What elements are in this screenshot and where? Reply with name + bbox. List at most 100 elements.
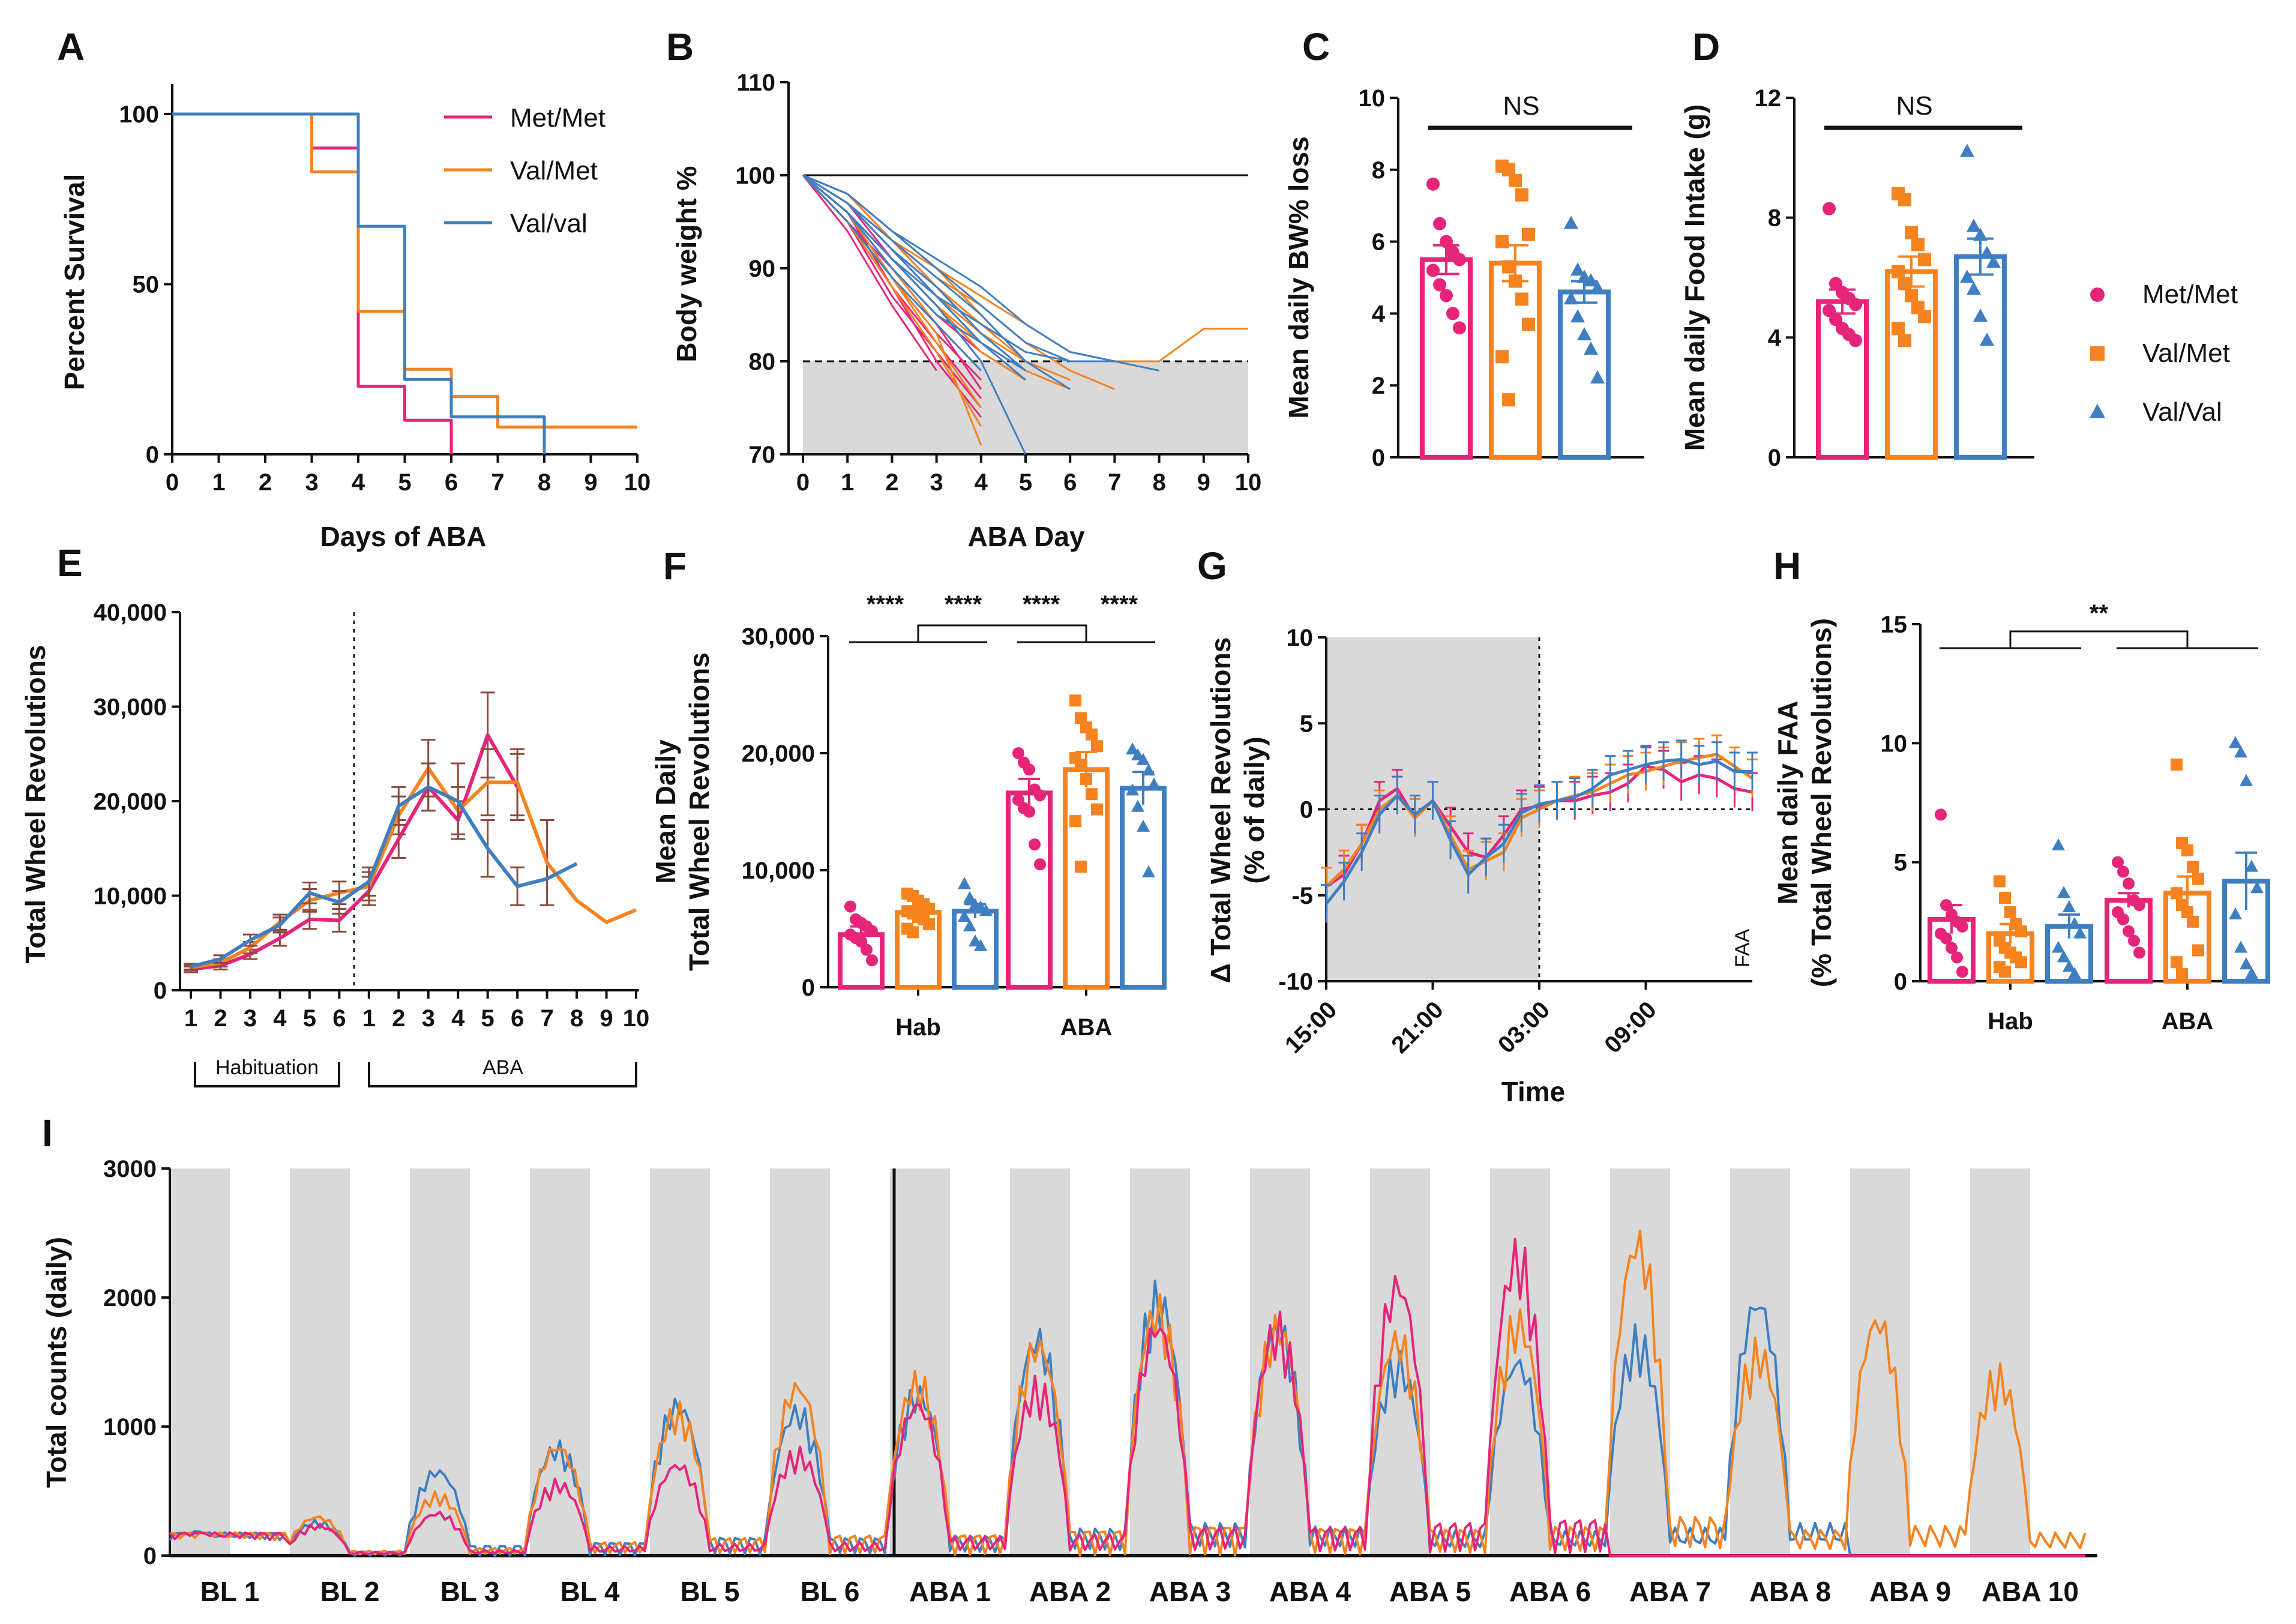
panel-c-bar-valval bbox=[1558, 289, 1611, 460]
panel-i-day-label: BL 3 bbox=[440, 1576, 500, 1607]
panel-h-data-point-valmet bbox=[2192, 873, 2204, 885]
panel-a-survival-line-valval bbox=[172, 112, 546, 454]
panel-f-data-point-valval bbox=[979, 904, 993, 916]
panel-d-data-point-valval bbox=[1973, 227, 1988, 241]
panel-i-y-tick-label: 3000 bbox=[103, 1156, 157, 1182]
panel-h-data-point-met bbox=[1935, 808, 1947, 821]
panel-b-x-tick-label: 0 bbox=[796, 469, 810, 496]
panel-i-day-label: ABA 1 bbox=[909, 1576, 991, 1607]
panel-f-data-point-valval bbox=[963, 891, 976, 903]
panel-d-y-tick-label: 12 bbox=[1755, 85, 1782, 112]
panel-f-y-tick-label: 20,000 bbox=[742, 741, 815, 767]
panel-e-y-tick-label: 0 bbox=[154, 978, 167, 1004]
panel-b-y-tick-label: 100 bbox=[735, 163, 775, 189]
panel-g-faa-label: FAA bbox=[1731, 928, 1754, 967]
panel-b-y-tick-label: 110 bbox=[736, 70, 775, 96]
panel-h-data-point-valmet bbox=[2181, 844, 2193, 856]
panel-c-y-tick-label: 0 bbox=[1372, 445, 1385, 471]
panel-f-group-label: ABA bbox=[1060, 1014, 1113, 1041]
panel-c-data-point-met bbox=[1440, 289, 1453, 302]
panel-b-x-tick-label: 2 bbox=[885, 469, 898, 496]
panel-h-data-point-valmet bbox=[2187, 861, 2199, 873]
panel-f-data-point-valval bbox=[1137, 819, 1150, 832]
panel-i-dark-phase-shading bbox=[1970, 1168, 2030, 1556]
panel-g-y-tick-label: -10 bbox=[1278, 969, 1313, 995]
panel-d-data-point-valmet bbox=[1905, 226, 1918, 239]
panel-f-data-point-met bbox=[1023, 805, 1035, 818]
panel-g-y-tick-label: 5 bbox=[1300, 711, 1313, 737]
panel-d-data-point-valval bbox=[1959, 143, 1975, 157]
panel-f-data-point-valmet bbox=[1069, 815, 1081, 828]
panel-f-data-point-met bbox=[844, 900, 856, 913]
panel-h-data-point-valval bbox=[2229, 736, 2242, 748]
panel-c-data-point-valmet bbox=[1509, 274, 1522, 288]
panel-c-data-point-met bbox=[1440, 235, 1453, 248]
panel-i-day-label: BL 4 bbox=[560, 1576, 620, 1607]
panel-f-data-point-valmet bbox=[1075, 759, 1087, 771]
panel-i-day-label: ABA 4 bbox=[1269, 1576, 1351, 1607]
panel-f-data-point-valval bbox=[963, 919, 976, 931]
panel-f-significance-stars: **** bbox=[1023, 591, 1060, 618]
panel-h-data-point-valval bbox=[2250, 881, 2264, 894]
panel-h-data-point-valmet bbox=[2171, 759, 2183, 771]
panel-a-legend-label: Val/val bbox=[510, 209, 588, 238]
panel-b-y-tick-label: 80 bbox=[749, 349, 776, 375]
panel-g-y-label-line1: Δ Total Wheel Revolutions bbox=[1205, 637, 1236, 984]
panel-b-x-tick-label: 1 bbox=[841, 469, 854, 496]
panel-c-data-point-valmet bbox=[1522, 227, 1535, 241]
panel-f-significance-stars: **** bbox=[1101, 591, 1138, 618]
panel-c-data-point-valval bbox=[1570, 309, 1585, 323]
panel-d-bar-valval bbox=[1954, 254, 2007, 460]
panel-i-day-label: ABA 8 bbox=[1749, 1576, 1831, 1607]
panel-h-data-point-valmet bbox=[1999, 892, 2011, 904]
panel-f-data-point-met bbox=[866, 925, 878, 937]
panel-f-data-point-valmet bbox=[1091, 740, 1103, 753]
panel-h-group-label: ABA bbox=[2162, 1008, 2214, 1035]
panel-h-data-point-met bbox=[2123, 877, 2135, 890]
panel-a-x-tick-label: 2 bbox=[259, 469, 272, 496]
panel-f-data-point-met bbox=[1023, 763, 1035, 776]
panel-f-data-point-valval bbox=[1126, 742, 1139, 755]
panel-h-data-point-valmet bbox=[2176, 968, 2188, 981]
panel-a-legend-label: Val/Met bbox=[510, 156, 598, 185]
panel-h-data-point-valmet bbox=[2187, 915, 2199, 928]
panel-h-data-point-met bbox=[1956, 966, 1968, 978]
panel-e-x-tick-label: 3 bbox=[422, 1005, 435, 1032]
panel-h-group-label: Hab bbox=[1988, 1008, 2033, 1035]
panel-b-x-tick-label: 5 bbox=[1019, 469, 1032, 496]
panel-d-y-tick-label: 8 bbox=[1768, 205, 1781, 232]
panel-h-y-tick-label: 5 bbox=[1894, 850, 1907, 876]
panel-f-data-point-valmet bbox=[907, 926, 919, 939]
panel-e-x-tick-label: 7 bbox=[540, 1005, 553, 1032]
panel-h-data-point-valval bbox=[2234, 940, 2247, 953]
panel-a-letter: A bbox=[57, 25, 85, 68]
panel-b-x-tick-label: 6 bbox=[1063, 469, 1077, 496]
panel-d-y-tick-label: 0 bbox=[1768, 445, 1781, 471]
panel-c-data-point-met bbox=[1426, 177, 1440, 191]
panel-b-x-label: ABA Day bbox=[967, 521, 1085, 552]
panel-i-day-label: BL 6 bbox=[801, 1576, 860, 1607]
legend-marker-valmet bbox=[2090, 346, 2105, 361]
panel-h-data-point-valval bbox=[2068, 967, 2081, 979]
panel-a-y-tick-label: 0 bbox=[146, 442, 159, 468]
panel-f-data-point-valmet bbox=[1075, 861, 1087, 873]
panel-h-data-point-valval bbox=[2057, 950, 2070, 963]
panel-g-x-tick-label: 03:00 bbox=[1493, 996, 1555, 1058]
panel-e-aba-bracket bbox=[368, 1062, 637, 1087]
panel-c-data-point-valmet bbox=[1502, 260, 1515, 274]
panel-f-data-point-met bbox=[866, 954, 878, 967]
panel-i-letter: I bbox=[42, 1111, 53, 1155]
panel-e-y-label: Total Wheel Revolutions bbox=[20, 645, 51, 964]
panel-b-animal-line-valval bbox=[802, 174, 1071, 390]
panel-b-x-tick-label: 7 bbox=[1108, 469, 1121, 496]
panel-i-day-label: ABA 5 bbox=[1389, 1576, 1471, 1607]
panel-f-data-point-valval bbox=[1131, 799, 1144, 812]
panel-c-data-point-valmet bbox=[1495, 235, 1509, 248]
panel-c-data-point-met bbox=[1446, 307, 1459, 320]
panel-b-x-tick-label: 8 bbox=[1152, 469, 1165, 496]
panel-i-y-label: Total counts (daily) bbox=[41, 1237, 72, 1488]
panel-f-letter: F bbox=[663, 544, 687, 588]
panel-b-animal-line-valval bbox=[802, 174, 1115, 362]
panel-h-data-point-valmet bbox=[2004, 906, 2016, 918]
panel-h-data-point-met bbox=[2112, 856, 2124, 868]
